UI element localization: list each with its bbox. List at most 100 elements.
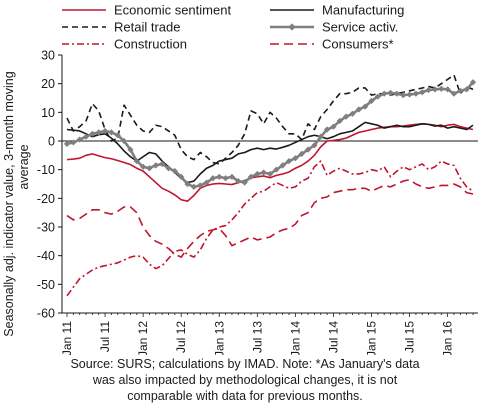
data-point	[393, 90, 400, 97]
data-point	[457, 87, 464, 94]
x-tick-label: Jul 13	[250, 321, 264, 353]
legend-marker	[288, 23, 296, 31]
legend-label: Construction	[114, 37, 187, 52]
data-point	[273, 166, 280, 173]
y-axis-label-line2: average	[17, 144, 31, 189]
data-point	[343, 113, 350, 120]
data-point	[152, 162, 159, 169]
x-tick-label: Jan 16	[441, 321, 455, 355]
y-tick-label: 20	[41, 77, 55, 91]
data-point	[266, 170, 274, 178]
data-point	[228, 173, 236, 180]
data-point	[89, 130, 96, 137]
legend: Economic sentiment Manufacturing Retail tr…	[62, 3, 404, 52]
data-point	[317, 133, 324, 140]
data-point	[450, 90, 458, 97]
data-point	[311, 142, 318, 149]
series-line	[66, 178, 474, 258]
data-point	[438, 85, 445, 92]
data-point	[114, 132, 121, 139]
chart: Economic sentiment Manufacturing Retail tr…	[2, 3, 478, 355]
source-note: Source: SURS; calculations by IMAD. Note…	[10, 356, 480, 404]
axes: 30 20 10 0 -10 -20 -30 -40 -50 -60 Jan 11 Jul 11 Jan…	[37, 49, 478, 355]
data-point	[368, 97, 375, 104]
data-point	[235, 178, 242, 185]
legend-label: Economic sentiment	[114, 3, 231, 18]
data-point	[425, 86, 432, 94]
source-line: comparable with data for previous months…	[127, 389, 363, 403]
y-tick-label: -20	[37, 192, 55, 206]
data-point	[444, 86, 451, 93]
x-tick-label: Jan 11	[60, 321, 74, 355]
series-line	[66, 74, 474, 165]
data-point	[285, 157, 293, 165]
y-tick-label: -60	[37, 307, 55, 321]
data-point	[362, 103, 369, 110]
data-point	[216, 173, 223, 180]
data-point	[400, 92, 407, 99]
data-point	[336, 117, 343, 125]
data-point	[349, 110, 356, 117]
data-point	[209, 175, 217, 182]
data-point	[171, 168, 178, 175]
x-tick-label: Jan 15	[365, 321, 379, 355]
data-point	[241, 179, 248, 186]
data-point	[412, 90, 420, 97]
data-point	[184, 180, 191, 188]
data-point	[330, 123, 337, 130]
data-point	[76, 136, 83, 143]
data-point	[298, 150, 305, 157]
x-tick-label: Jan 12	[136, 321, 150, 355]
y-tick-label: -30	[37, 221, 55, 235]
legend-label: Consumers*	[322, 37, 394, 52]
data-point	[146, 165, 153, 172]
data-point	[190, 183, 197, 190]
data-point	[247, 173, 255, 180]
data-point	[165, 165, 172, 172]
x-tick-label: Jan 14	[288, 321, 302, 355]
data-point	[95, 129, 102, 136]
data-point	[197, 182, 204, 189]
y-tick-label: -50	[37, 278, 55, 292]
data-point	[133, 157, 140, 165]
data-point	[469, 79, 477, 86]
x-tick-label: Jul 15	[403, 321, 417, 353]
data-point	[419, 89, 426, 96]
y-tick-label: 30	[41, 49, 55, 63]
data-point	[431, 86, 439, 93]
data-point	[463, 86, 470, 93]
y-tick-label: 0	[48, 135, 55, 149]
series-line	[66, 123, 474, 202]
y-tick-label: -40	[37, 249, 55, 263]
data-point	[70, 139, 77, 146]
data-point	[101, 127, 109, 135]
data-point	[304, 146, 312, 153]
legend-label: Service activ.	[322, 20, 398, 35]
data-point	[292, 155, 299, 162]
data-point	[82, 133, 90, 140]
data-point	[203, 179, 210, 186]
data-point	[159, 160, 166, 168]
y-tick-label: -10	[37, 163, 55, 177]
source-line: was also impacted by methodological chan…	[92, 373, 398, 387]
data-point	[120, 137, 128, 145]
data-point	[355, 106, 362, 113]
y-axis-label: Seasonally adj. indicator value, 3-month…	[2, 71, 16, 336]
y-tick-label: 10	[41, 106, 55, 120]
data-point	[222, 175, 229, 182]
data-point	[406, 91, 413, 98]
data-point	[254, 170, 261, 178]
series-line	[66, 160, 474, 297]
data-point	[381, 90, 388, 97]
data-point	[140, 163, 147, 170]
x-tick-label: Jul 12	[174, 321, 188, 353]
data-point	[387, 89, 394, 96]
plot-area	[63, 74, 477, 297]
data-point	[323, 126, 331, 133]
data-point	[279, 162, 286, 169]
x-tick-label: Jul 11	[98, 321, 112, 352]
data-point	[127, 146, 134, 153]
data-point	[63, 140, 71, 147]
data-point	[374, 93, 381, 100]
x-tick-label: Jul 14	[326, 321, 340, 353]
